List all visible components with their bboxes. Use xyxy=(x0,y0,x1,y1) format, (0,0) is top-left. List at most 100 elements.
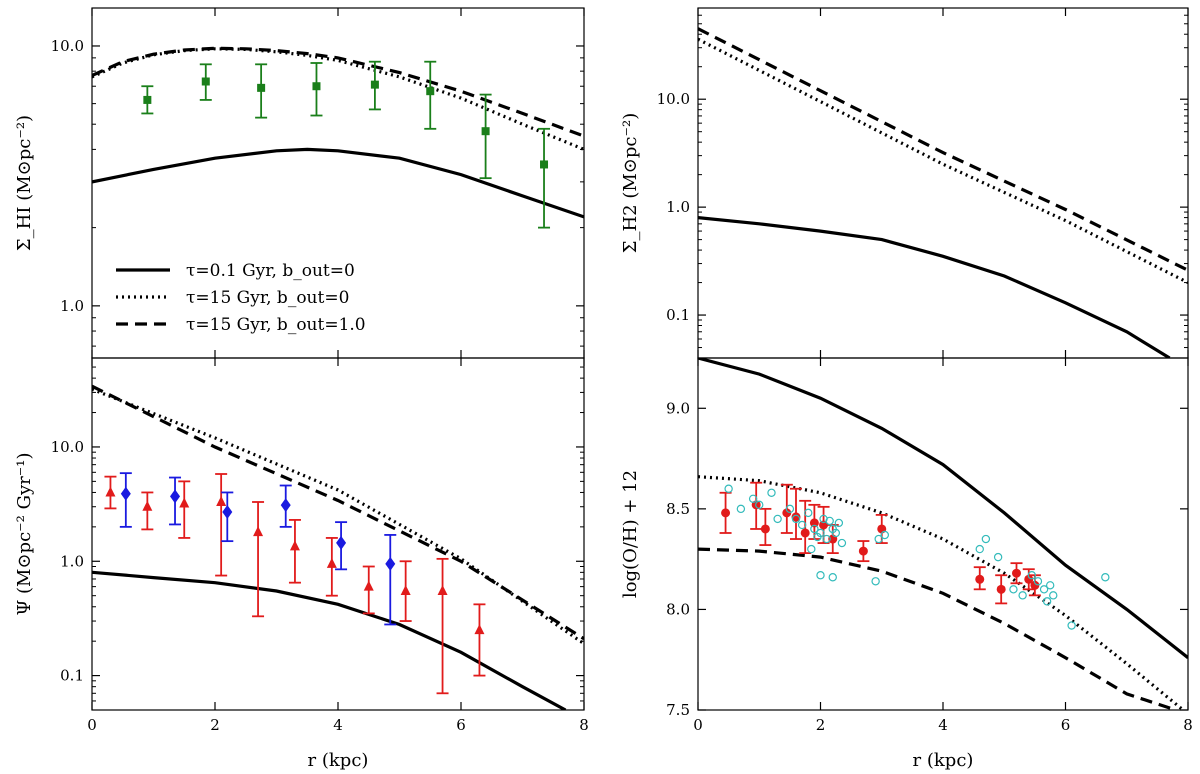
data-point xyxy=(1030,580,1040,590)
data-point xyxy=(834,518,844,528)
y-axis-label: log(O/H) + 12 xyxy=(620,470,641,598)
series-line-dashed xyxy=(698,27,1188,272)
y-tick-label: 7.5 xyxy=(666,701,690,719)
data-point xyxy=(1049,591,1058,600)
data-point xyxy=(721,508,731,518)
y-axis-label: Ψ (M⊙pc⁻² Gyr⁻¹) xyxy=(14,453,35,616)
data-point xyxy=(736,504,746,514)
series-line-dashed xyxy=(92,46,584,138)
data-point xyxy=(336,535,347,550)
data-point xyxy=(797,520,807,530)
data-point xyxy=(800,528,810,538)
data-point xyxy=(1018,591,1027,600)
plot-area xyxy=(92,46,584,229)
data-point xyxy=(755,500,764,510)
data-point xyxy=(363,580,374,591)
data-point xyxy=(370,80,379,89)
data-point xyxy=(748,494,758,503)
data-point xyxy=(312,82,321,91)
data-point xyxy=(837,538,847,548)
data-point xyxy=(996,584,1006,594)
series-line-dashed xyxy=(698,547,1177,710)
series-line-solid xyxy=(698,216,1171,358)
plot-area xyxy=(698,27,1188,358)
x-tick-label: 4 xyxy=(938,716,948,734)
data-point xyxy=(253,526,264,537)
x-tick-label: 0 xyxy=(87,716,97,734)
data-point xyxy=(828,534,838,544)
y-tick-label: 9.0 xyxy=(666,399,690,417)
data-point xyxy=(1067,621,1076,630)
y-tick-label: 10.0 xyxy=(657,90,690,108)
data-point xyxy=(481,127,490,136)
panel-oxygen-abundance: 7.5 8.0 8.5 9.0 0 2 4 6 8 r (kpc) log(O/H) + 12 xyxy=(620,357,1193,771)
data-point xyxy=(880,530,890,540)
series-line-solid xyxy=(92,147,584,219)
data-point xyxy=(809,518,819,528)
data-point xyxy=(280,498,291,513)
data-point xyxy=(760,524,770,534)
axes-frame xyxy=(697,357,1189,711)
x-tick-label: 4 xyxy=(333,716,343,734)
y-axis-label: Σ_H2 (M⊙pc⁻²) xyxy=(620,113,641,253)
data-point xyxy=(773,514,782,524)
data-point xyxy=(791,512,801,522)
y-tick-label: 8.5 xyxy=(666,500,690,518)
data-point xyxy=(142,500,153,511)
data-point xyxy=(120,486,131,501)
data-point xyxy=(813,532,822,542)
data-point xyxy=(1012,568,1021,578)
y-tick-label: 1.0 xyxy=(666,198,690,216)
x-tick-label: 6 xyxy=(1061,716,1071,734)
y-tick-label: 1.0 xyxy=(60,297,84,315)
data-point xyxy=(1101,573,1110,582)
data-point xyxy=(724,484,733,493)
data-point xyxy=(871,577,880,586)
data-point xyxy=(791,514,801,524)
plot-area xyxy=(698,358,1188,710)
data-point xyxy=(975,574,985,584)
data-point xyxy=(816,571,825,580)
y-tick-label: 10.0 xyxy=(51,438,84,456)
data-point xyxy=(1042,597,1052,606)
data-point xyxy=(831,528,841,538)
data-point xyxy=(785,504,795,514)
series-line-solid xyxy=(92,570,567,710)
data-point xyxy=(474,624,485,635)
data-point xyxy=(385,556,396,571)
y-tick-label: 1.0 xyxy=(60,552,84,570)
data-point xyxy=(782,508,792,518)
data-point xyxy=(810,524,819,534)
legend-label: τ=0.1 Gyr, b_out=0 xyxy=(186,261,355,281)
data-point xyxy=(1045,581,1055,590)
data-point xyxy=(201,77,210,86)
data-point xyxy=(170,489,181,504)
series-line-dotted xyxy=(92,47,584,151)
data-point xyxy=(289,540,300,551)
x-tick-label: 2 xyxy=(210,716,220,734)
data-point xyxy=(257,83,266,92)
x-tick-label: 2 xyxy=(816,716,826,734)
y-axis-label: Σ_HI (M⊙pc⁻²) xyxy=(14,115,35,251)
data-point xyxy=(1009,585,1018,594)
panel-h2-surface-density: 0.1 1.0 10.0 Σ_H2 (M⊙pc⁻²) xyxy=(620,7,1189,359)
data-point xyxy=(822,534,831,544)
data-point xyxy=(975,544,984,554)
data-point xyxy=(326,557,337,568)
data-point xyxy=(874,534,883,544)
data-point xyxy=(216,495,227,506)
series-line-dashed xyxy=(92,384,584,641)
series-line-dotted xyxy=(698,475,1186,710)
data-point xyxy=(804,508,813,518)
data-point xyxy=(400,584,411,595)
data-point xyxy=(819,520,829,530)
series-line-solid xyxy=(698,358,1188,659)
y-tick-label: 0.1 xyxy=(666,306,690,324)
x-axis-label: r (kpc) xyxy=(308,750,369,771)
plot-area xyxy=(92,384,584,710)
data-point xyxy=(1024,574,1034,584)
data-point xyxy=(828,573,837,582)
data-point xyxy=(1033,577,1043,586)
data-point xyxy=(426,87,435,96)
